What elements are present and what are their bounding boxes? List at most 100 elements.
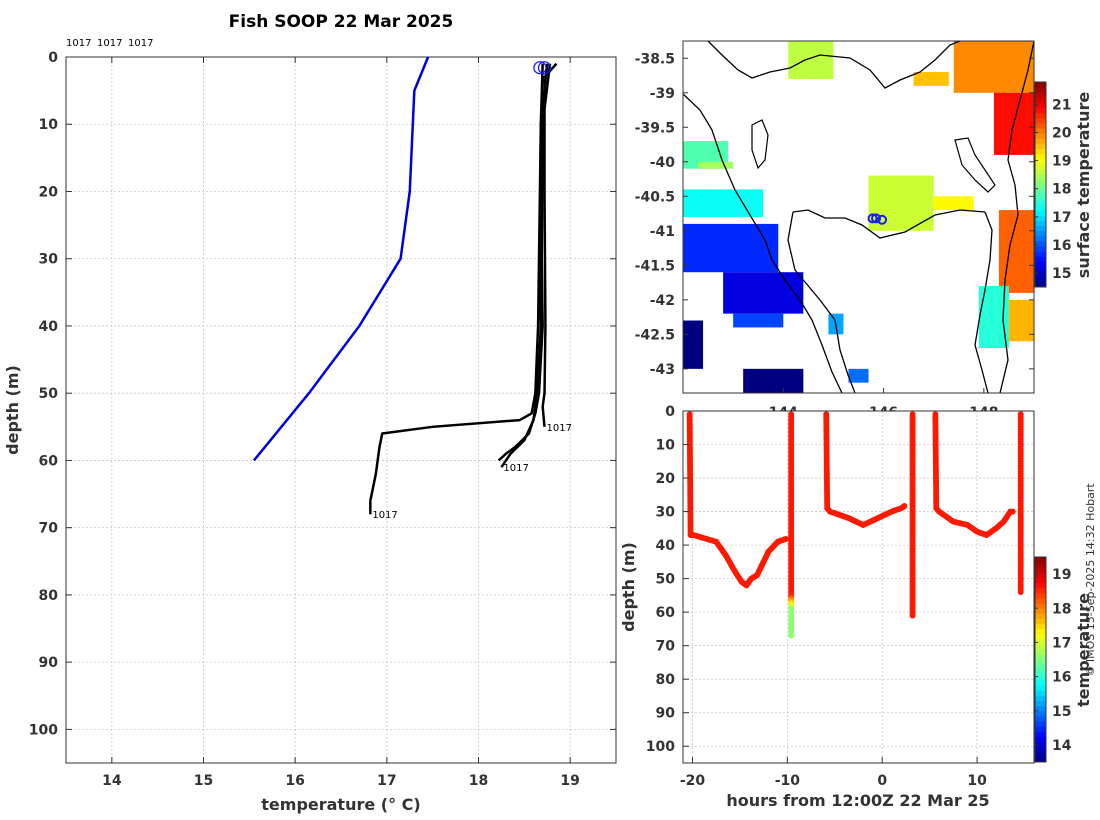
sst-patch bbox=[933, 196, 974, 211]
colorbar-segment bbox=[1035, 690, 1046, 696]
y-tick-label: 60 bbox=[39, 453, 59, 469]
lat-tick-label: -39.5 bbox=[635, 120, 675, 136]
y-tick-label: 10 bbox=[656, 438, 676, 454]
colorbar-segment bbox=[1035, 577, 1046, 584]
colorbar-segment bbox=[1035, 659, 1046, 666]
colorbar-segment bbox=[1035, 82, 1046, 88]
x-tick-label: 0 bbox=[877, 773, 887, 789]
profile-y-ticks: 0 10 20 30 40 50 60 70 80 90 100 bbox=[29, 50, 616, 738]
colorbar-segment bbox=[1035, 603, 1046, 609]
colorbar-segment bbox=[1035, 741, 1046, 748]
colorbar-segment bbox=[1035, 153, 1046, 160]
y-tick-label: 80 bbox=[656, 672, 676, 688]
map-colorbar: 15 16 17 18 19 20 21 bbox=[1034, 81, 1072, 288]
profile-x-label: temperature (° C) bbox=[261, 795, 420, 814]
map-y-ticks: -38.5 -39 -39.5 -40 -40.5 -41 -41.5 -42 -42.5 -43 bbox=[635, 51, 1034, 378]
colorbar-segment bbox=[1035, 276, 1046, 283]
colorbar-segment bbox=[1035, 230, 1046, 237]
colorbar-segment bbox=[1035, 736, 1046, 742]
colorbar-segment bbox=[1035, 261, 1046, 267]
x-tick-label: 14 bbox=[102, 773, 122, 789]
y-tick-label: 50 bbox=[39, 386, 59, 402]
colorbar-segment bbox=[1035, 158, 1046, 165]
colorbar-segment bbox=[1035, 726, 1046, 732]
profile-line bbox=[541, 62, 558, 427]
colorbar-segment bbox=[1035, 220, 1046, 226]
time-depth-background bbox=[683, 411, 1034, 763]
y-tick-label: 50 bbox=[656, 572, 676, 588]
east-coastline bbox=[999, 41, 1034, 393]
colorbar-segment bbox=[1035, 695, 1046, 701]
colorbar-segment bbox=[1035, 746, 1046, 753]
coastline bbox=[683, 41, 1034, 393]
colorbar-segment bbox=[1035, 567, 1046, 573]
colorbar-segment bbox=[1035, 628, 1046, 635]
lat-tick-label: -42.5 bbox=[635, 327, 675, 343]
colorbar-segment bbox=[1035, 685, 1046, 691]
colorbar-segment bbox=[1035, 613, 1046, 619]
profile-frame bbox=[65, 56, 617, 764]
colorbar-segment bbox=[1035, 97, 1046, 103]
data-point bbox=[1009, 508, 1016, 515]
lat-tick-label: -40.5 bbox=[635, 189, 675, 205]
y-tick-label: 70 bbox=[656, 639, 676, 655]
colorbar-segment bbox=[1035, 123, 1046, 129]
colorbar-segment bbox=[1035, 199, 1046, 206]
temperature-colorbar: 14 15 16 17 18 19 bbox=[1034, 556, 1072, 763]
colorbar-segment bbox=[1035, 225, 1046, 232]
data-point bbox=[788, 632, 795, 639]
sst-patch bbox=[733, 313, 784, 328]
colorbar-segment bbox=[1035, 133, 1046, 139]
profile-line bbox=[497, 63, 552, 462]
tasmania-inner-coast bbox=[787, 211, 856, 393]
colorbar-segment bbox=[1035, 235, 1046, 242]
y-tick-label: 70 bbox=[39, 521, 59, 537]
colorbar-segment bbox=[1035, 649, 1046, 655]
x-tick-label: 18 bbox=[469, 773, 488, 789]
colorbar-frame bbox=[1034, 556, 1047, 763]
colorbar-segment bbox=[1035, 710, 1046, 717]
tasmania-east-coast bbox=[974, 211, 993, 393]
colorbar-segment bbox=[1035, 721, 1046, 727]
sst-patch bbox=[723, 272, 804, 314]
profile-end-label: 1017 bbox=[503, 463, 528, 474]
colorbar-tick-label: 20 bbox=[1052, 126, 1072, 142]
top-label: 1017 bbox=[66, 38, 91, 49]
y-tick-label: 0 bbox=[665, 404, 675, 420]
lat-tick-label: -40 bbox=[650, 155, 676, 171]
y-tick-label: 0 bbox=[48, 50, 58, 66]
time-depth-x-ticks: -20 -10 0 10 bbox=[680, 757, 987, 789]
colorbar-segment bbox=[1035, 189, 1046, 196]
colorbar-segment bbox=[1035, 680, 1046, 686]
colorbar-frame bbox=[1034, 81, 1047, 288]
colorbar-tick-label: 18 bbox=[1052, 601, 1071, 617]
map-frame bbox=[682, 40, 1035, 394]
x-tick-label: 10 bbox=[967, 773, 987, 789]
colorbar-segment bbox=[1035, 664, 1046, 671]
y-tick-label: 30 bbox=[39, 252, 59, 268]
colorbar-tick-label: 18 bbox=[1052, 182, 1071, 198]
victoria-coast bbox=[707, 41, 961, 89]
time-depth-points bbox=[686, 411, 1024, 639]
profile-lines: 1017 1017 1017 bbox=[252, 56, 572, 521]
colorbar-segment bbox=[1035, 148, 1046, 155]
colorbar-segment bbox=[1035, 87, 1046, 93]
colorbar-segment bbox=[1035, 705, 1046, 712]
flinders-island bbox=[954, 137, 996, 193]
sst-patch bbox=[848, 368, 869, 383]
y-tick-label: 90 bbox=[39, 655, 59, 671]
colorbar-segment bbox=[1035, 598, 1046, 604]
y-tick-label: 30 bbox=[656, 505, 676, 521]
sst-patch bbox=[1008, 299, 1034, 342]
y-tick-label: 10 bbox=[39, 117, 59, 133]
colorbar-tick-label: 17 bbox=[1052, 635, 1071, 651]
colorbar-segment bbox=[1035, 587, 1046, 594]
track-marker bbox=[867, 213, 878, 224]
colorbar-segment bbox=[1035, 700, 1046, 707]
time-depth-x-label: hours from 12:00Z 22 Mar 25 bbox=[726, 791, 989, 810]
colorbar-tick-label: 17 bbox=[1052, 210, 1071, 226]
sst-patch bbox=[788, 41, 834, 79]
profile-end-label: 1017 bbox=[372, 510, 397, 521]
colorbar-segment bbox=[1035, 639, 1046, 645]
